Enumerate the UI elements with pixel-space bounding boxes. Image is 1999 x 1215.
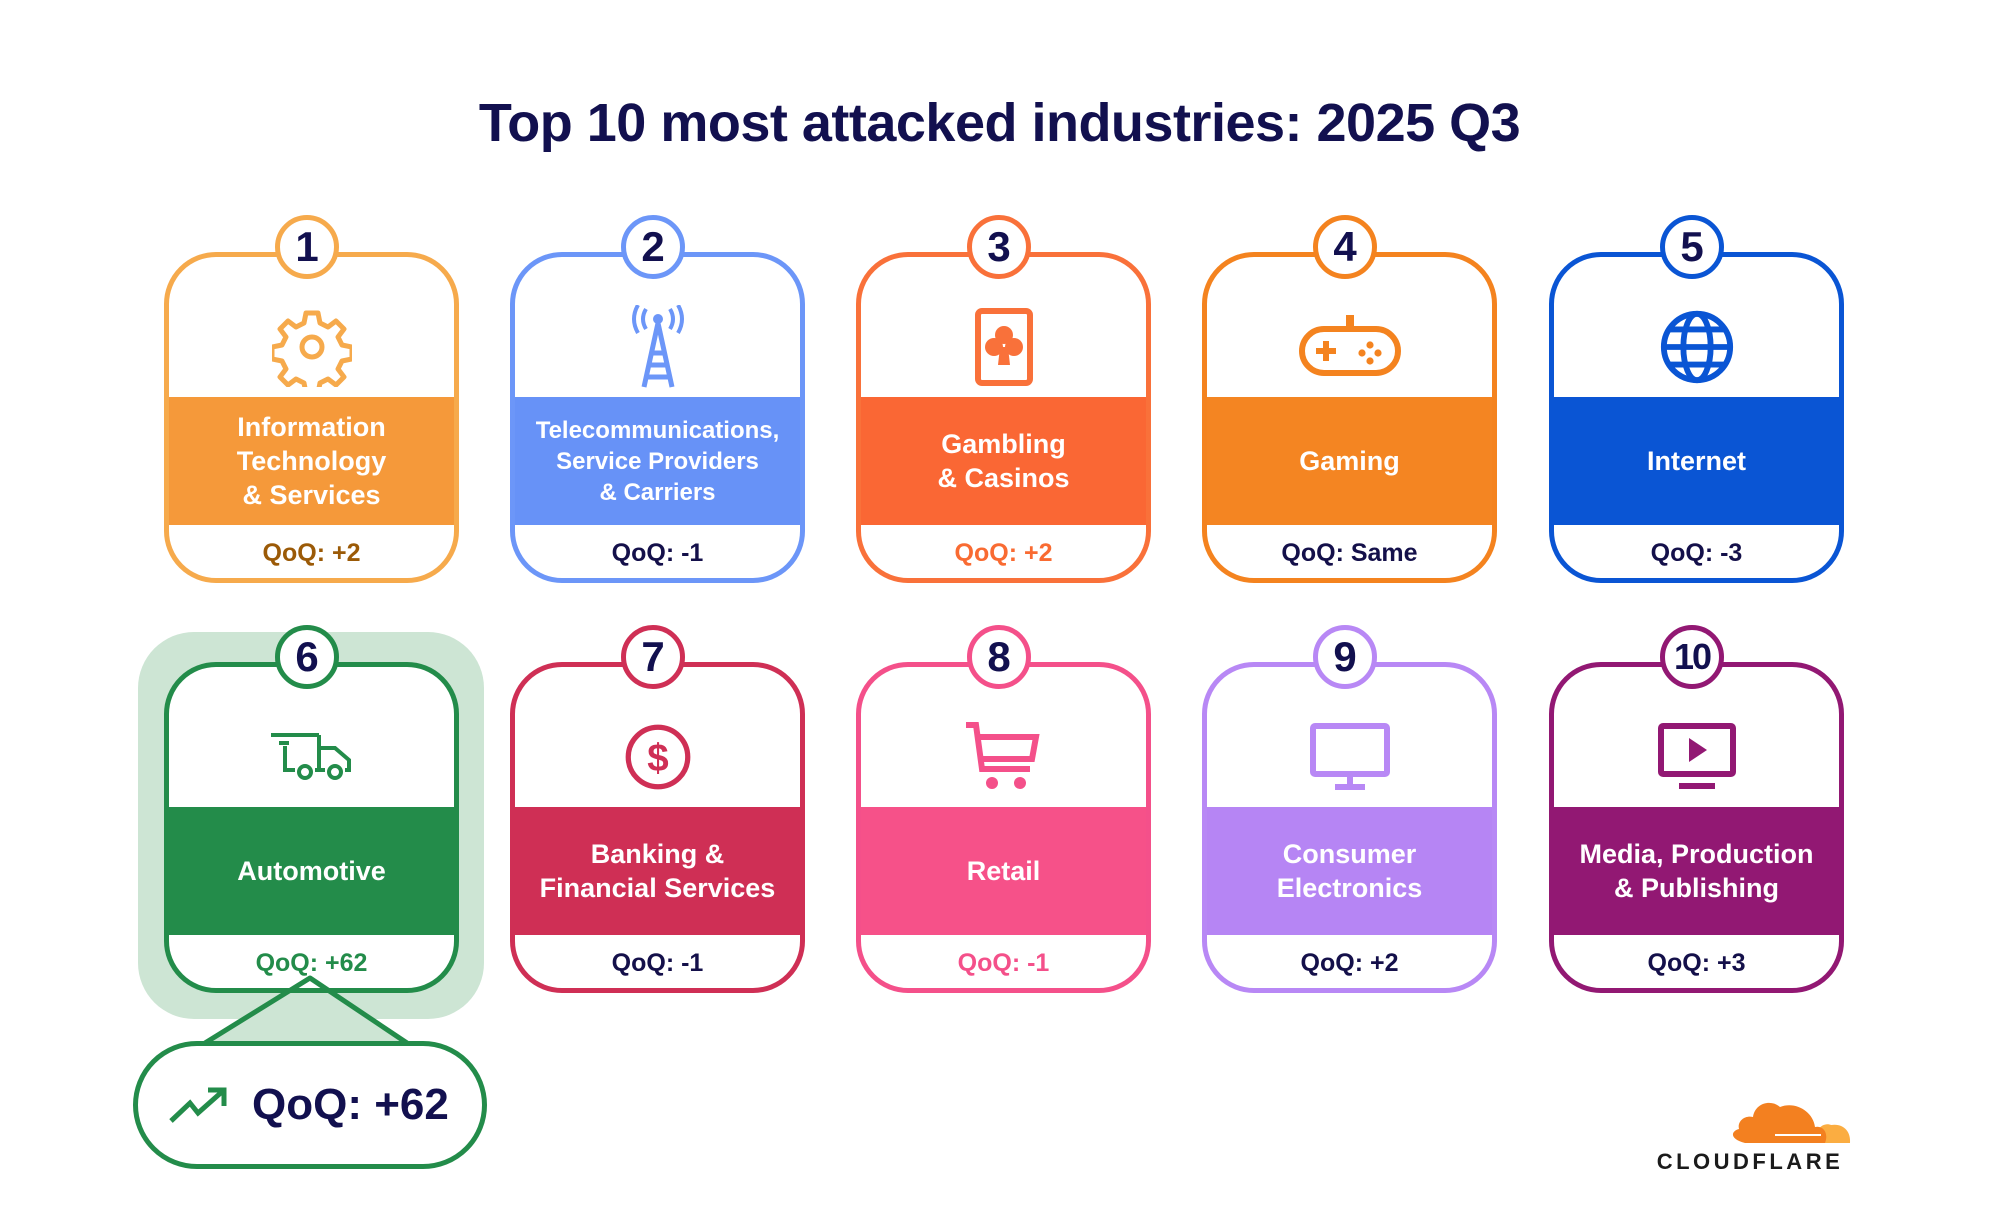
truck-icon (169, 707, 454, 807)
cell-tower-icon (515, 297, 800, 397)
rank-badge: 1 (275, 215, 339, 279)
qoq-change: QoQ: -1 (611, 538, 704, 567)
industry-card: Consumer Electronics QoQ: +2 9 (1202, 625, 1497, 993)
industry-card: Gambling & Casinos QoQ: +2 3 (856, 215, 1151, 583)
cloudflare-cloud-icon (1732, 1102, 1851, 1143)
industry-name: Information Technology & Services (169, 397, 454, 525)
industry-name: Banking & Financial Services (515, 807, 800, 935)
rank-badge: 2 (621, 215, 685, 279)
industry-name: Consumer Electronics (1207, 807, 1492, 935)
industry-card: Gaming QoQ: Same 4 (1202, 215, 1497, 583)
card-frame: Telecommunications, Service Providers & … (510, 252, 805, 583)
card-frame: Gaming QoQ: Same (1202, 252, 1497, 583)
globe-icon (1554, 297, 1839, 397)
cloudflare-logo: CLOUDFLARE (1645, 1095, 1855, 1175)
page-title: Top 10 most attacked industries: 2025 Q3 (478, 93, 1521, 153)
industry-name: Media, Production & Publishing (1554, 807, 1839, 935)
callout-text: QoQ: +62 (252, 1080, 449, 1129)
qoq-change: QoQ: +62 (255, 948, 368, 977)
rank-badge: 10 (1660, 625, 1724, 689)
rank-badge: 8 (967, 625, 1031, 689)
industry-name: Gaming (1207, 397, 1492, 525)
trending-up-icon (169, 1087, 227, 1123)
industry-name: Gambling & Casinos (861, 397, 1146, 525)
industry-card: $ Banking & Financial Services QoQ: -1 7 (510, 625, 805, 993)
industry-name: Internet (1554, 397, 1839, 525)
card-frame: Internet QoQ: -3 (1549, 252, 1844, 583)
card-frame: Automotive QoQ: +62 (164, 662, 459, 993)
industry-name: Automotive (169, 807, 454, 935)
card-frame: $ Banking & Financial Services QoQ: -1 (510, 662, 805, 993)
rank-badge: 7 (621, 625, 685, 689)
qoq-change: QoQ: +3 (1647, 948, 1746, 977)
industry-card: Telecommunications, Service Providers & … (510, 215, 805, 583)
qoq-change: QoQ: Same (1281, 538, 1418, 567)
rank-badge: 5 (1660, 215, 1724, 279)
industry-card: Information Technology & Services QoQ: +… (164, 215, 459, 583)
rank-badge: 3 (967, 215, 1031, 279)
rank-badge: 6 (275, 625, 339, 689)
gamepad-icon (1207, 297, 1492, 397)
qoq-change: QoQ: +2 (954, 538, 1053, 567)
industry-card: Retail QoQ: -1 8 (856, 625, 1151, 993)
rank-badge: 9 (1313, 625, 1377, 689)
industry-card: Automotive QoQ: +62 6 (164, 625, 459, 993)
qoq-change: QoQ: +2 (262, 538, 361, 567)
card-frame: Information Technology & Services QoQ: +… (164, 252, 459, 583)
card-frame: Gambling & Casinos QoQ: +2 (856, 252, 1151, 583)
industry-name: Retail (861, 807, 1146, 935)
svg-text:$: $ (647, 737, 668, 780)
gear-icon (169, 297, 454, 397)
card-frame: Media, Production & Publishing QoQ: +3 (1549, 662, 1844, 993)
dollar-icon: $ (515, 707, 800, 807)
qoq-change: QoQ: -1 (611, 948, 704, 977)
card-frame: Consumer Electronics QoQ: +2 (1202, 662, 1497, 993)
monitor-icon (1207, 707, 1492, 807)
card-frame: Retail QoQ: -1 (856, 662, 1151, 993)
industry-card: Internet QoQ: -3 5 (1549, 215, 1844, 583)
rank-badge: 4 (1313, 215, 1377, 279)
playing-card-club-icon (861, 297, 1146, 397)
shopping-cart-icon (861, 707, 1146, 807)
cloudflare-wordmark: CLOUDFLARE (1656, 1149, 1844, 1174)
industry-card: Media, Production & Publishing QoQ: +3 1… (1549, 625, 1844, 993)
qoq-change: QoQ: -1 (957, 948, 1050, 977)
qoq-callout: QoQ: +62 (133, 1041, 487, 1169)
industry-name: Telecommunications, Service Providers & … (515, 397, 800, 525)
qoq-change: QoQ: +2 (1300, 948, 1399, 977)
video-play-icon (1554, 707, 1839, 807)
qoq-change: QoQ: -3 (1650, 538, 1743, 567)
